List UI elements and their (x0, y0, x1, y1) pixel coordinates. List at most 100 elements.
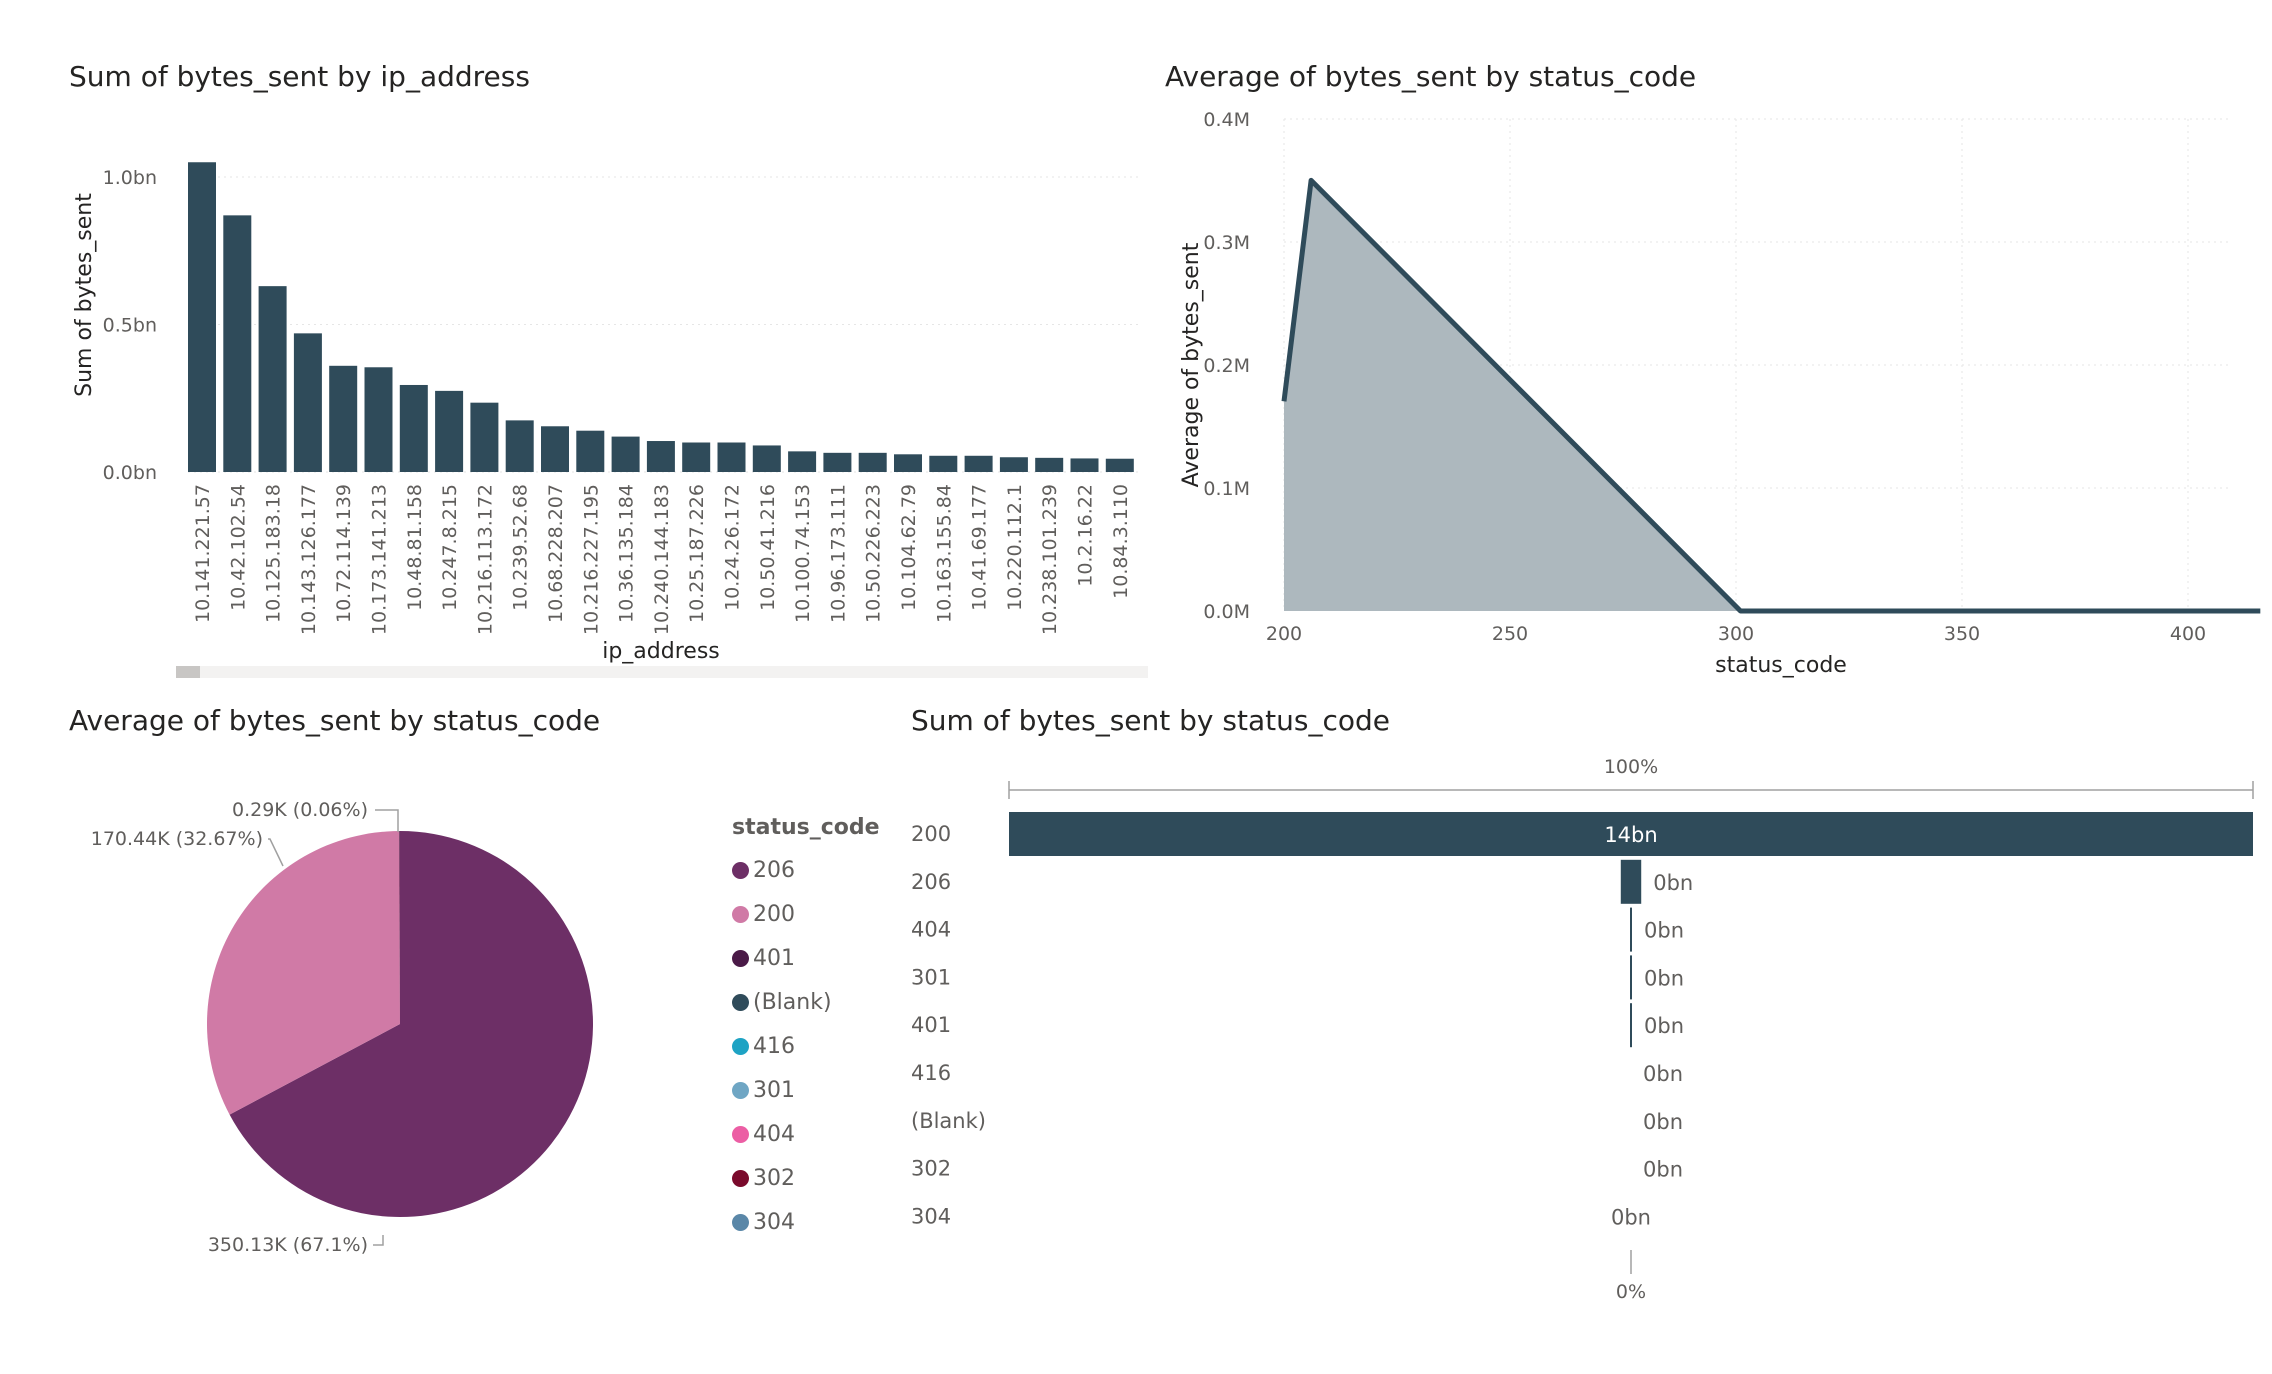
bar-xtick-label: 10.50.41.216 (757, 484, 779, 611)
area-ytick-label: 0.0M (1203, 601, 1250, 623)
legend-title: status_code (732, 815, 880, 840)
funnel-value-label: 0bn (1644, 966, 1684, 990)
bar-xtick-label: 10.100.74.153 (792, 484, 814, 623)
legend-label: 304 (753, 1209, 795, 1235)
funnel-value-label: 0bn (1643, 1158, 1683, 1182)
bar-xtick-label: 10.2.16.22 (1075, 484, 1097, 587)
bar-ytick-label: 1.0bn (103, 167, 157, 189)
legend-label: 401 (753, 945, 795, 971)
legend-item[interactable]: 206 (732, 848, 880, 892)
pie-chart-panel: Average of bytes_sent by status_code 350… (0, 700, 900, 1374)
bar (964, 455, 993, 472)
area-ytick-label: 0.4M (1203, 109, 1250, 131)
scrollbar-thumb[interactable] (176, 666, 200, 678)
bar (682, 442, 711, 472)
bar-xtick-label: 10.173.141.213 (369, 484, 391, 635)
funnel-category-label: 200 (911, 822, 951, 846)
legend-item[interactable]: 416 (732, 1024, 880, 1068)
pie-slice (399, 831, 400, 1024)
legend-marker (732, 1213, 749, 1231)
bar (823, 452, 852, 472)
legend-marker (732, 1169, 749, 1187)
bar-xtick-label: 10.41.69.177 (969, 484, 991, 611)
bar-xtick-label: 10.163.155.84 (933, 484, 955, 623)
bar (576, 430, 605, 472)
pie-chart-svg: 350.13K (67.1%) 170.44K (32.67%) 0.29K (0.… (91, 799, 593, 1256)
pie-data-label: 170.44K (32.67%) (91, 828, 263, 850)
area-ytick-label: 0.1M (1203, 478, 1250, 500)
bar (541, 426, 569, 472)
bar (293, 333, 322, 472)
funnel-value-label: 0bn (1653, 871, 1693, 895)
bar (329, 365, 358, 472)
bar (435, 390, 464, 472)
bar (505, 420, 534, 472)
bar-xtick-label: 10.216.227.195 (580, 484, 602, 635)
bar (646, 441, 675, 472)
area-xaxis-title: status_code (1715, 653, 1847, 678)
area-fill (1284, 180, 2261, 612)
bar-xtick-label: 10.25.187.226 (686, 484, 708, 623)
pie-data-label: 350.13K (67.1%) (208, 1234, 368, 1256)
bar (929, 455, 958, 472)
funnel-value-label: 0bn (1644, 1014, 1684, 1038)
legend-item[interactable]: 401 (732, 936, 880, 980)
area-ytick-label: 0.3M (1203, 232, 1250, 254)
bar-xtick-label: 10.220.112.1 (1004, 484, 1026, 611)
bar-ytick-label: 0.5bn (103, 315, 157, 337)
funnel-category-label: 206 (911, 870, 951, 894)
bar-xtick-label: 10.72.114.139 (333, 484, 355, 623)
funnel-value-label: 0bn (1611, 1205, 1651, 1229)
bar (999, 457, 1028, 472)
funnel-category-label: 302 (911, 1157, 951, 1181)
funnel-category-label: 301 (911, 965, 951, 989)
legend-item[interactable]: 304 (732, 1200, 880, 1244)
area-yaxis-title: Average of bytes_sent (1179, 242, 1204, 487)
bar (1070, 458, 1099, 472)
pie-legend: status_code 206 200 401 (Blank) 416 301 404 302… (732, 815, 880, 1244)
area-xtick-label: 400 (2170, 623, 2206, 645)
funnel-value-label: 0bn (1643, 1110, 1683, 1134)
funnel-category-label: 304 (911, 1204, 951, 1228)
bar-xtick-label: 10.48.81.158 (404, 484, 426, 611)
bar (894, 454, 922, 472)
legend-item[interactable]: 404 (732, 1112, 880, 1156)
legend-marker (732, 1125, 749, 1143)
bar-xtick-label: 10.239.52.68 (510, 484, 532, 611)
legend-item[interactable]: 301 (732, 1068, 880, 1112)
bar-xtick-label: 10.84.3.110 (1110, 484, 1132, 599)
bar (717, 442, 746, 472)
funnel-category-label: 416 (911, 1061, 951, 1085)
legend-label: 200 (753, 901, 795, 927)
bar-xtick-label: 10.104.62.79 (898, 484, 920, 611)
legend-marker (732, 905, 749, 923)
pie-leader-line (373, 1235, 384, 1246)
area-chart-panel: Average of bytes_sent by status_code 0.0… (1160, 0, 2272, 700)
legend-label: (Blank) (753, 989, 832, 1015)
bar (858, 452, 887, 472)
bar (258, 286, 287, 472)
area-xtick-label: 300 (1718, 623, 1754, 645)
bar-xtick-label: 10.141.221.57 (192, 484, 214, 623)
funnel-chart-title: Sum of bytes_sent by status_code (911, 704, 1390, 737)
legend-item[interactable]: (Blank) (732, 980, 880, 1024)
funnel-category-label: 401 (911, 1013, 951, 1037)
legend-item[interactable]: 200 (732, 892, 880, 936)
bar-chart-panel: Sum of bytes_sent by ip_address 0.0bn 0.5… (0, 0, 1160, 690)
bar-xtick-label: 10.238.101.239 (1039, 484, 1061, 635)
bar-xaxis-title: ip_address (602, 639, 720, 664)
funnel-category-label: (Blank) (911, 1109, 986, 1133)
bar (1035, 457, 1064, 472)
legend-marker (732, 1037, 749, 1055)
legend-item[interactable]: 302 (732, 1156, 880, 1200)
horizontal-scrollbar[interactable] (176, 666, 1148, 678)
bar-chart-title: Sum of bytes_sent by ip_address (69, 60, 530, 93)
funnel-bottom-label: 0% (1616, 1281, 1646, 1303)
legend-label: 404 (753, 1121, 795, 1147)
bar (223, 215, 252, 472)
area-chart-svg: 0.0M 0.1M 0.2M 0.3M 0.4M 200 250 300 350 400 Avera… (1179, 109, 2261, 678)
funnel-value-label: 14bn (1604, 823, 1657, 847)
bar-xtick-label: 10.143.126.177 (298, 484, 320, 635)
bar-ytick-label: 0.0bn (103, 462, 157, 484)
funnel-value-label: 0bn (1643, 1062, 1683, 1086)
